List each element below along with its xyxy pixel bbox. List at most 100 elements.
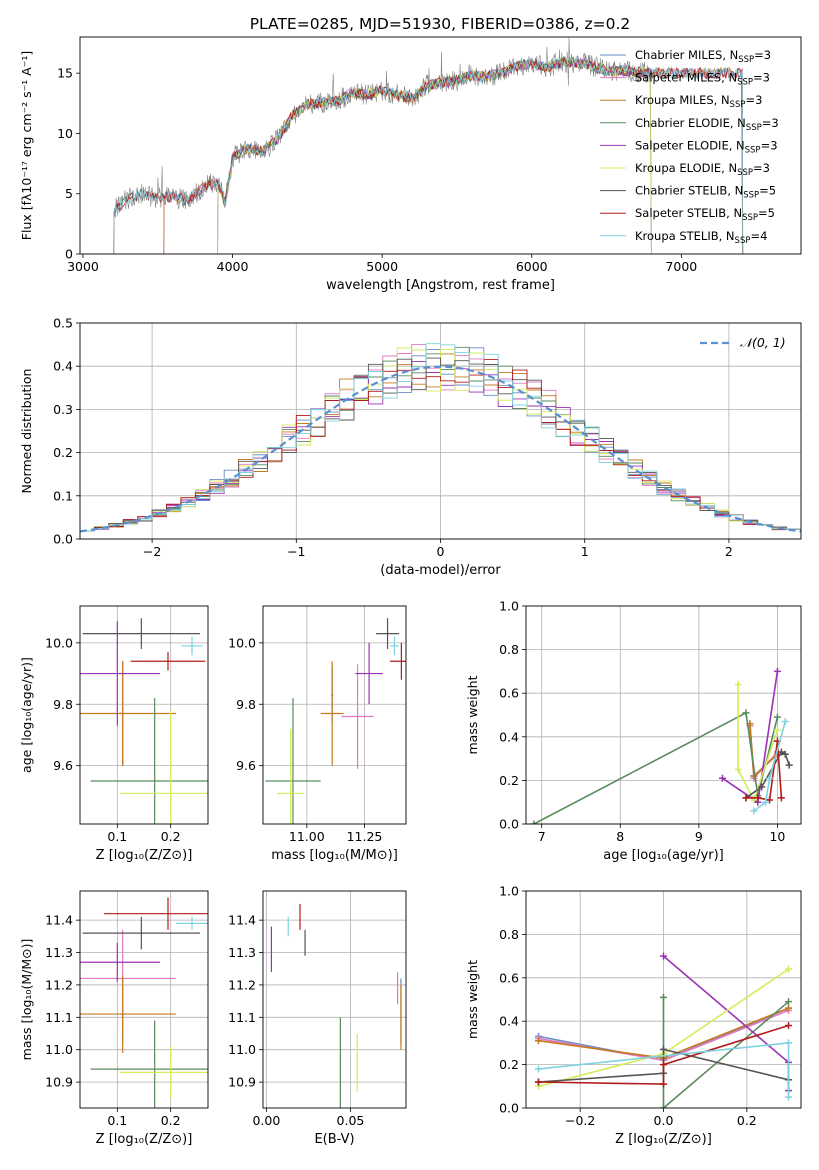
x-axis-label: age [log₁₀(age/yr)] (603, 848, 724, 863)
axis-ticks: 11.00 11.25 9.6 9.8 10.0 (228, 635, 382, 844)
y-axis-label: mass weight (465, 675, 480, 754)
legend-label-1: Salpeter MILES, NSSP=3 (635, 71, 770, 88)
x-axis-label: wavelength [Angstrom, rest frame] (326, 278, 555, 293)
y-tick-label: 10.9 (45, 1075, 73, 1090)
legend-label-4: Salpeter ELODIE, NSSP=3 (635, 138, 778, 155)
x-tick-label: 3000 (67, 259, 99, 274)
x-tick-label: −0.2 (565, 1113, 595, 1128)
panel-residuals: −2 −1 0 1 2 0.0 0.1 0.2 0.3 0.4 0.5 (data-model)/er… (19, 316, 802, 578)
weight-point-3-3 (773, 713, 781, 721)
plot-area (80, 618, 208, 824)
weight-point-7-4 (777, 794, 785, 802)
x-tick-label: −2 (143, 544, 161, 559)
y-tick-label: 0 (65, 247, 73, 262)
weight-point-3-2 (785, 998, 792, 1006)
axes-frame (525, 605, 802, 825)
axes-frame (79, 36, 802, 255)
weight-point-6-1 (758, 783, 766, 791)
y-tick-label: 11.3 (228, 945, 256, 960)
weight-point-7-3 (785, 1022, 792, 1030)
legend-label-7: Salpeter STELIB, NSSP=5 (635, 206, 775, 223)
weight-point-8-1 (785, 1039, 792, 1047)
y-tick-label: 0.0 (53, 532, 73, 547)
y-tick-label: 10.0 (45, 635, 73, 650)
model-spectrum-7 (113, 57, 744, 254)
weight-point-8-2 (766, 774, 774, 782)
x-axis-label: mass [log₁₀(M/M⊙)] (271, 848, 398, 863)
weight-point-7-1 (660, 1080, 667, 1088)
plot-area (265, 618, 406, 824)
y-tick-label: 11.1 (228, 1010, 256, 1025)
weight-point-5-1 (734, 766, 742, 773)
panel-mass_vs_Z: 0.1 0.2 10.9 11.0 11.1 11.2 11.3 11.4 Z [log₁₀(Z… (19, 890, 209, 1147)
weight-line-8 (753, 721, 787, 812)
panel-age_vs_mass: 11.00 11.25 9.6 9.8 10.0 mass [log₁₀(M/M⊙)] (228, 605, 407, 863)
y-tick-label: 9.6 (236, 758, 256, 773)
panel-spectrum: 3000 4000 5000 6000 7000 0 5 10 15 wavelength [An… (19, 36, 802, 293)
y-tick-label: 0.4 (499, 729, 519, 744)
legend-label-5: Kroupa ELODIE, NSSP=3 (635, 161, 770, 178)
axes-frame (79, 605, 209, 825)
x-tick-label: 0.05 (337, 1113, 365, 1128)
plot-area (80, 343, 801, 539)
x-axis-label: Z [log₁₀(Z/Z⊙)] (96, 1132, 193, 1147)
x-tick-label: 8 (616, 829, 624, 844)
y-tick-label: 15 (57, 66, 73, 81)
y-tick-label: 0.5 (53, 316, 73, 331)
y-tick-label: 11.4 (228, 913, 256, 928)
y-tick-label: 0.2 (499, 773, 519, 788)
axis-ticks: 7 8 9 10 0.0 0.2 0.4 0.6 0.8 1.0 (499, 599, 785, 845)
y-tick-label: 0.4 (499, 1014, 519, 1029)
weight-point-8-0 (750, 807, 758, 815)
x-tick-label: 0.0 (654, 1113, 674, 1128)
y-tick-label: 10.0 (228, 635, 256, 650)
weight-point-8-1 (762, 798, 770, 806)
weight-point-6-2 (777, 748, 785, 756)
legend-label-6: Chabrier STELIB, NSSP=5 (635, 184, 776, 201)
x-tick-label: 5000 (366, 259, 398, 274)
weight-line-3 (662, 997, 790, 1108)
x-tick-label: 0.1 (107, 1113, 127, 1128)
x-tick-label: 4000 (217, 259, 249, 274)
plot-area (530, 667, 793, 824)
x-tick-label: 10 (769, 829, 785, 844)
weight-point-7-1 (754, 794, 762, 802)
weight-point-4-0 (718, 774, 726, 782)
weight-point-3-0 (530, 820, 538, 824)
axis-ticks: −2 −1 0 1 2 0.0 0.1 0.2 0.3 0.4 0.5 (53, 316, 733, 560)
legend-label-0: Chabrier MILES, NSSP=3 (635, 48, 771, 65)
weight-point-4-0 (660, 952, 667, 960)
weight-point-8-0 (535, 1065, 542, 1073)
weight-point-6-3 (781, 750, 789, 758)
x-tick-label: 0.2 (161, 1113, 181, 1128)
y-tick-label: 0.0 (499, 817, 519, 832)
weight-point-5-0 (734, 680, 742, 688)
x-tick-label: 11.25 (347, 829, 383, 844)
legend-label-2: Kroupa MILES, NSSP=3 (635, 93, 762, 110)
grid-lines (263, 606, 406, 824)
y-tick-label: 11.1 (45, 1010, 73, 1025)
weight-point-2-0 (535, 1037, 542, 1045)
gaussian-curve (80, 365, 801, 533)
x-axis-label: Z [log₁₀(Z/Z⊙)] (615, 1132, 712, 1147)
model-spectrum-8 (113, 56, 744, 254)
legend-label-8: Kroupa STELIB, NSSP=4 (635, 229, 767, 246)
y-tick-label: 0.2 (499, 1057, 519, 1072)
weight-point-3-1 (742, 709, 750, 717)
axes-frame (79, 890, 209, 1109)
weight-point-2-1 (750, 772, 758, 780)
plot-area (270, 903, 402, 1108)
y-axis-label: age [log₁₀(age/yr)] (19, 657, 34, 773)
y-tick-label: 0.0 (499, 1101, 519, 1116)
weight-point-3-0 (660, 993, 667, 1001)
x-tick-label: 0 (437, 544, 445, 559)
weight-point-3-1 (660, 1104, 667, 1108)
y-tick-label: 9.8 (53, 697, 73, 712)
y-tick-label: 11.3 (45, 945, 73, 960)
y-tick-label: 5 (65, 186, 73, 201)
axes-frame (262, 605, 407, 825)
y-tick-label: 10 (57, 126, 73, 141)
axis-ticks: 0.1 0.2 9.6 9.8 10.0 (45, 635, 180, 844)
